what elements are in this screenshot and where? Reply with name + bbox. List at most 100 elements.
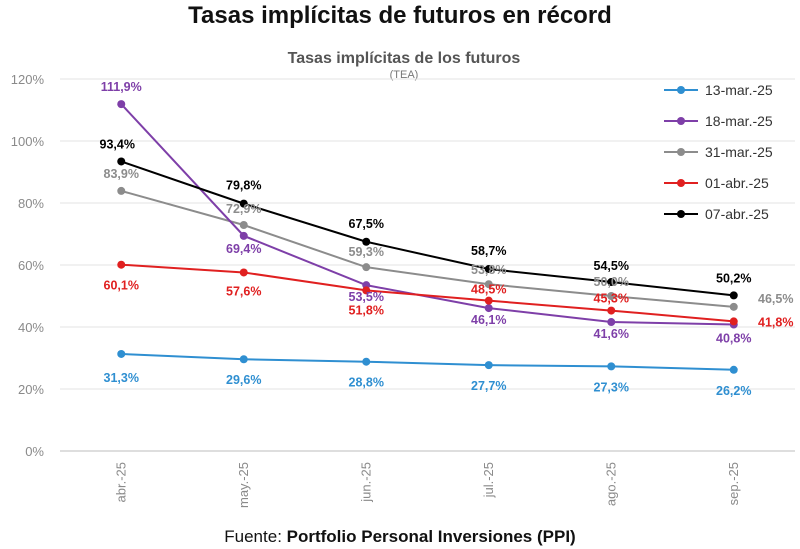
source-name: Portfolio Personal Inversiones (PPI) [286,527,576,546]
legend-label: 18-mar.-25 [705,113,773,129]
series-line [120,103,734,326]
data-label: 69,4% [226,242,261,256]
x-tick-label: ago.-25 [603,462,618,506]
data-label: 57,6% [226,284,261,298]
data-point [239,231,248,240]
data-point [239,221,248,230]
data-point [607,292,616,300]
legend-item: 13-mar.-25 [664,82,773,98]
data-label: 48,5% [471,283,506,297]
data-label: 53,8% [471,263,506,277]
y-tick-label: 0% [25,444,44,459]
y-tick-label: 100% [11,134,45,149]
data-point [117,157,126,166]
data-point [484,304,493,313]
source-note: Fuente: Portfolio Personal Inversiones (… [0,527,800,547]
data-label: 28,8% [349,376,384,390]
data-label: 41,8% [758,315,793,329]
data-point [607,306,616,315]
legend-item: 18-mar.-25 [664,113,773,129]
data-point [362,237,371,246]
y-tick-label: 40% [18,320,44,335]
data-point [239,355,248,364]
data-label: 50,2% [716,271,751,285]
y-tick-label: 20% [18,382,44,397]
data-point [729,317,738,326]
data-label: 26,2% [716,384,751,398]
grid-lines [60,78,795,452]
legend-label: 01-abr.-25 [705,175,769,191]
data-point [729,302,738,311]
data-label: 59,3% [349,245,384,259]
chart-title: Tasas implícitas de los futuros [288,50,521,67]
data-point [239,268,248,277]
data-point [729,291,738,300]
data-point [607,362,616,371]
legend-marker [677,117,685,125]
series-07-abr.-25 [117,157,738,300]
series-01-abr.-25 [117,260,738,326]
data-point [484,361,493,370]
y-tick-label: 80% [18,196,44,211]
x-axis-ticks: abr.-25 may.-25 jun.-25 jul.-25 ago.-25 sep.-… [113,462,741,508]
page-headline: Tasas implícitas de futuros en récord [188,2,612,29]
data-label: 27,7% [471,379,506,393]
series-line [120,189,734,308]
data-point [362,286,371,295]
data-point [117,100,126,109]
data-labels: 31,3% 29,6% 28,8% 27,7% 27,3% 26,2% 111,9% 69,4… [100,80,794,398]
data-label: 51,8% [349,303,384,317]
data-point [484,296,493,305]
data-label: 58,7% [471,244,506,258]
data-point [362,357,371,366]
data-label: 60,1% [104,279,139,293]
x-tick-label: may.-25 [236,462,251,508]
legend-item: 31-mar.-25 [664,144,773,160]
data-label: 31,3% [104,371,139,385]
series-line [121,263,734,323]
chart-subtitle: (TEA) [390,69,419,81]
y-axis-ticks: 0% 20% 40% 60% 80% 100% 120% [11,72,45,459]
y-tick-label: 60% [18,258,44,273]
source-prefix: Fuente: [224,527,287,546]
legend-marker [677,86,685,94]
series-31-mar.-25 [117,186,738,311]
x-tick-label: sep.-25 [726,462,741,505]
data-point [484,265,493,274]
legend-label: 13-mar.-25 [705,82,773,98]
data-label: 53,5% [349,290,384,304]
series-line [120,160,734,297]
x-tick-label: abr.-25 [113,462,128,502]
legend-item: 07-abr.-25 [664,206,769,222]
data-label: 54,5% [594,259,629,273]
x-tick-label: jul.-25 [481,462,496,498]
data-point [607,318,616,327]
legend-label: 07-abr.-25 [705,206,769,222]
x-tick-label: jun.-25 [358,462,373,503]
data-label: 45,3% [594,292,629,306]
data-point [239,199,248,208]
data-label: 41,6% [594,327,629,341]
series-group [117,100,738,374]
data-point [117,186,126,195]
data-label: 83,9% [104,167,139,181]
series-line [121,352,734,371]
data-label: 79,8% [226,179,261,193]
y-tick-label: 120% [11,72,45,87]
series-13-mar.-25 [117,349,738,374]
data-label: 93,4% [100,137,135,151]
data-point [362,263,371,272]
data-point [729,365,738,374]
data-label: 72,9% [226,202,261,216]
data-label: 50,0% [594,275,629,289]
legend-item: 01-abr.-25 [664,175,769,191]
legend-label: 31-mar.-25 [705,144,773,160]
legend: 13-mar.-25 18-mar.-25 31-mar.-25 01-abr.-25… [664,82,773,222]
data-label: 29,6% [226,373,261,387]
data-point [117,349,126,358]
series-18-mar.-25 [117,100,738,329]
data-label: 67,5% [349,217,384,231]
data-label: 111,9% [101,80,142,94]
legend-marker [677,210,685,218]
data-label: 40,8% [716,332,751,346]
